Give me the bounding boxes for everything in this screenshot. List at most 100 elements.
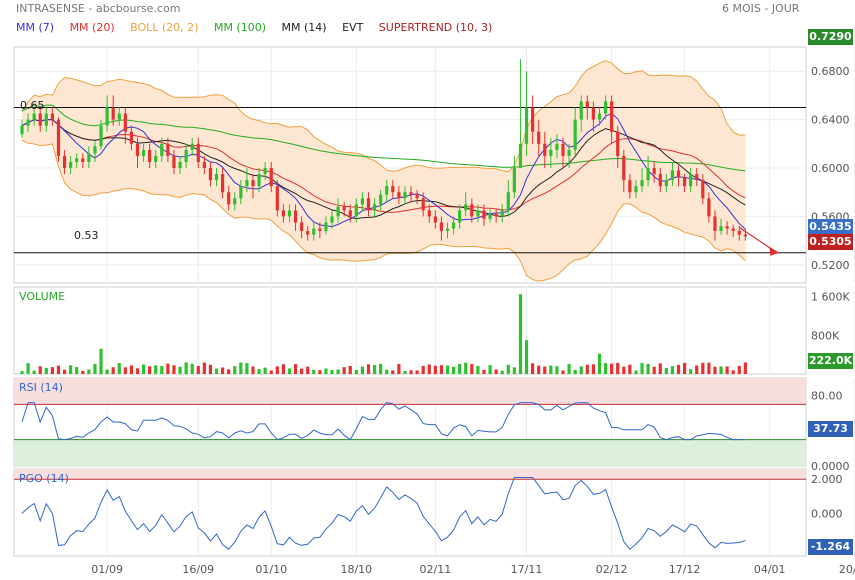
candle-body — [190, 143, 194, 150]
candle-body — [506, 192, 510, 211]
candle-body — [44, 113, 48, 126]
volume-bar — [506, 364, 510, 374]
volume-bar — [427, 364, 431, 374]
candle-body — [318, 228, 322, 231]
volume-bar — [269, 370, 273, 374]
legend-mm7[interactable]: MM (7) — [16, 21, 55, 34]
volume-bar — [616, 362, 620, 374]
legend-mm14[interactable]: MM (14) — [281, 21, 327, 34]
y-tick-label: 0.6800 — [811, 65, 850, 78]
volume-bar — [433, 365, 437, 374]
candle-body — [50, 113, 54, 120]
candle-body — [397, 192, 401, 199]
candle-body — [500, 210, 504, 217]
candle-body — [555, 143, 559, 150]
candle-body — [403, 192, 407, 199]
volume-bar — [451, 366, 456, 374]
volume-bar — [628, 364, 632, 374]
volume-bar — [391, 370, 395, 374]
candle-body — [482, 210, 486, 219]
volume-bar — [184, 362, 188, 374]
candle-body — [664, 180, 668, 187]
volume-bar — [20, 371, 24, 374]
candle-body — [160, 143, 164, 156]
mm7-line — [21, 113, 746, 230]
volume-bar — [421, 365, 425, 374]
volume-tick-label: 1 600K — [811, 291, 850, 304]
candle-body — [610, 101, 614, 132]
volume-bar — [415, 370, 419, 374]
candle-body — [737, 230, 741, 235]
candle-body — [135, 143, 140, 156]
volume-bar — [731, 370, 735, 374]
bollinger-band-fill — [22, 60, 746, 282]
candle-body — [518, 143, 523, 169]
candle-body — [451, 222, 456, 229]
volume-bar — [202, 362, 206, 374]
x-tick-label: 17/11 — [511, 563, 543, 576]
candle-body — [695, 174, 699, 181]
volume-bar — [743, 362, 747, 374]
x-tick-label: 16/09 — [182, 563, 214, 576]
legend-mm100[interactable]: MM (100) — [213, 21, 267, 34]
pgo-tick-label: 0.000 — [811, 507, 843, 520]
volume-bar — [445, 365, 450, 374]
legend-boll[interactable]: BOLL (20, 2) — [130, 21, 199, 34]
legend-mm20[interactable]: MM (20) — [69, 21, 115, 34]
candle-body — [287, 210, 292, 217]
period-label[interactable]: 6 MOIS - JOUR — [722, 2, 800, 15]
legend-evt[interactable]: EVT — [342, 21, 364, 34]
candle-body — [372, 204, 377, 211]
candle-body — [470, 204, 474, 217]
candle-body — [597, 113, 602, 120]
chart-title: INTRASENSE - abcbourse.com — [16, 2, 181, 15]
indicator-legend: MM (7) MM (20) BOLL (20, 2) MM (100) MM … — [16, 21, 504, 34]
candle-body — [178, 161, 182, 169]
volume-bar — [75, 367, 79, 374]
candle-body — [682, 177, 687, 187]
volume-bar — [658, 363, 662, 374]
mm14-line — [21, 119, 746, 220]
trend-arrow-line — [738, 226, 774, 251]
volume-bar — [172, 365, 176, 374]
candle-body — [312, 228, 316, 235]
candle-body — [512, 168, 516, 193]
volume-bar — [603, 363, 608, 374]
rsi-panel-label: RSI (14) — [19, 381, 63, 394]
candle-body — [154, 155, 158, 162]
volume-bar — [701, 362, 705, 374]
volume-bar — [494, 369, 498, 374]
candle-body — [391, 186, 395, 193]
volume-bar — [148, 366, 152, 374]
volume-bar — [561, 370, 565, 374]
volume-bar — [360, 366, 365, 374]
volume-bar — [281, 364, 285, 374]
volume-bar — [707, 362, 711, 374]
candle-body — [531, 107, 535, 132]
candle-body — [670, 170, 675, 181]
candle-body — [214, 174, 219, 181]
volume-bar — [518, 294, 523, 374]
candle-body — [640, 180, 644, 187]
candle-body — [227, 192, 231, 205]
candle-body — [634, 186, 638, 193]
x-tick-label: 20/01 — [839, 563, 855, 576]
volume-bar — [458, 363, 462, 374]
volume-bar — [537, 365, 541, 374]
panel-frame-1 — [13, 286, 807, 375]
candle-body — [269, 168, 273, 187]
rsi-oversold-zone — [14, 439, 806, 466]
candle-body — [366, 198, 371, 211]
legend-supertrend[interactable]: SUPERTREND (10, 3) — [378, 21, 493, 34]
candle-body — [719, 226, 723, 231]
y-tick-label: 0.5200 — [811, 259, 850, 272]
volume-bar — [287, 368, 292, 374]
volume-bar — [524, 340, 529, 374]
x-tick-label: 02/12 — [596, 563, 628, 576]
volume-bar — [233, 366, 237, 374]
volume-bar — [208, 364, 213, 374]
volume-bar — [725, 366, 729, 374]
volume-bar — [464, 362, 468, 374]
candle-body — [111, 107, 115, 120]
candle-body — [591, 107, 596, 120]
